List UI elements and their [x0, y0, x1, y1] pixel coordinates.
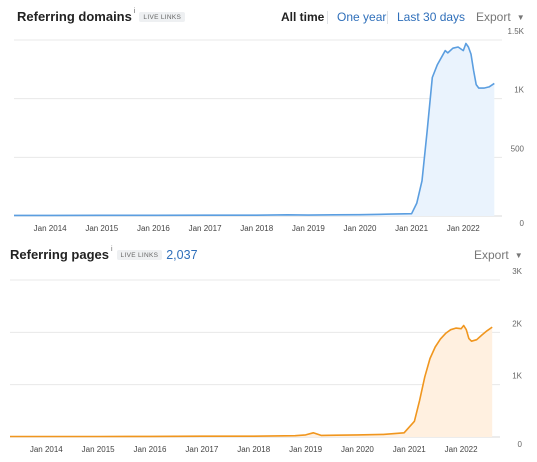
- referring-pages-header: Referring pages iLIVE LINKS 2,037 Export ▼: [0, 240, 537, 270]
- x-tick-label: Jan 2014: [30, 445, 63, 454]
- referring-domains-chart: 0 500 1K 1.5K Jan 2014 Jan 2015 Jan 2016 Jan 20…: [14, 27, 525, 233]
- x-tick-label: Jan 2020: [341, 445, 374, 454]
- y-tick-label: 2K: [512, 319, 522, 328]
- referring-domains-title: Referring domains iLIVE LINKS: [17, 8, 186, 24]
- y-tick-label: 1K: [512, 372, 522, 381]
- chevron-down-icon: ▼: [516, 13, 525, 22]
- range-all-time-button[interactable]: All time: [281, 10, 325, 24]
- x-tick-label: Jan 2015: [85, 224, 118, 233]
- series-area: [10, 325, 493, 437]
- x-tick-label: Jan 2021: [395, 224, 428, 233]
- x-tick-label: Jan 2019: [289, 445, 322, 454]
- y-tick-label: 0: [520, 219, 525, 228]
- range-divider: [387, 11, 388, 24]
- referring-domains-title-text: Referring domains: [17, 9, 132, 24]
- export-label: Export: [474, 248, 509, 262]
- x-tick-label: Jan 2015: [82, 445, 115, 454]
- y-tick-label: 1.5K: [508, 27, 525, 36]
- x-tick-label: Jan 2017: [189, 224, 222, 233]
- live-links-badge: LIVE LINKS: [116, 249, 163, 260]
- y-tick-label: 3K: [512, 267, 522, 276]
- x-tick-label: Jan 2019: [292, 224, 325, 233]
- export-label: Export: [476, 10, 511, 24]
- info-icon[interactable]: i: [110, 246, 113, 253]
- range-one-year-button[interactable]: One year: [337, 10, 387, 24]
- range-divider: [327, 11, 328, 24]
- referring-pages-title: Referring pages iLIVE LINKS 2,037: [10, 246, 198, 262]
- x-tick-label: Jan 2017: [185, 445, 218, 454]
- referring-pages-count: 2,037: [166, 248, 198, 262]
- x-tick-label: Jan 2016: [137, 224, 170, 233]
- referring-domains-panel: Referring domains iLIVE LINKS All time On…: [0, 0, 537, 233]
- referring-domains-header: Referring domains iLIVE LINKS All time On…: [0, 0, 537, 30]
- x-tick-label: Jan 2020: [344, 224, 377, 233]
- export-button[interactable]: Export ▼: [476, 10, 525, 24]
- export-button[interactable]: Export ▼: [474, 248, 523, 262]
- series-area: [14, 43, 495, 216]
- y-tick-label: 1K: [514, 86, 524, 95]
- x-tick-label: Jan 2022: [445, 445, 478, 454]
- x-tick-label: Jan 2021: [393, 445, 426, 454]
- referring-pages-title-text: Referring pages: [10, 247, 109, 262]
- x-tick-label: Jan 2018: [240, 224, 273, 233]
- live-links-badge: LIVE LINKS: [139, 11, 186, 22]
- referring-pages-chart: 0 1K 2K 3K Jan 2014 Jan 2015 Jan 2016 Jan 2017 J…: [10, 267, 523, 454]
- series-line[interactable]: [10, 324, 493, 438]
- series-line[interactable]: [14, 42, 495, 217]
- x-tick-label: Jan 2016: [134, 445, 167, 454]
- x-tick-label: Jan 2018: [237, 445, 270, 454]
- referring-pages-panel: Referring pages iLIVE LINKS 2,037 Export ▼ …: [0, 240, 537, 462]
- x-tick-label: Jan 2014: [34, 224, 67, 233]
- chevron-down-icon: ▼: [514, 251, 523, 260]
- range-last-30-days-button[interactable]: Last 30 days: [397, 10, 466, 24]
- y-tick-label: 500: [511, 144, 525, 153]
- info-icon[interactable]: i: [133, 8, 136, 15]
- x-tick-label: Jan 2022: [447, 224, 480, 233]
- y-tick-label: 0: [518, 440, 523, 449]
